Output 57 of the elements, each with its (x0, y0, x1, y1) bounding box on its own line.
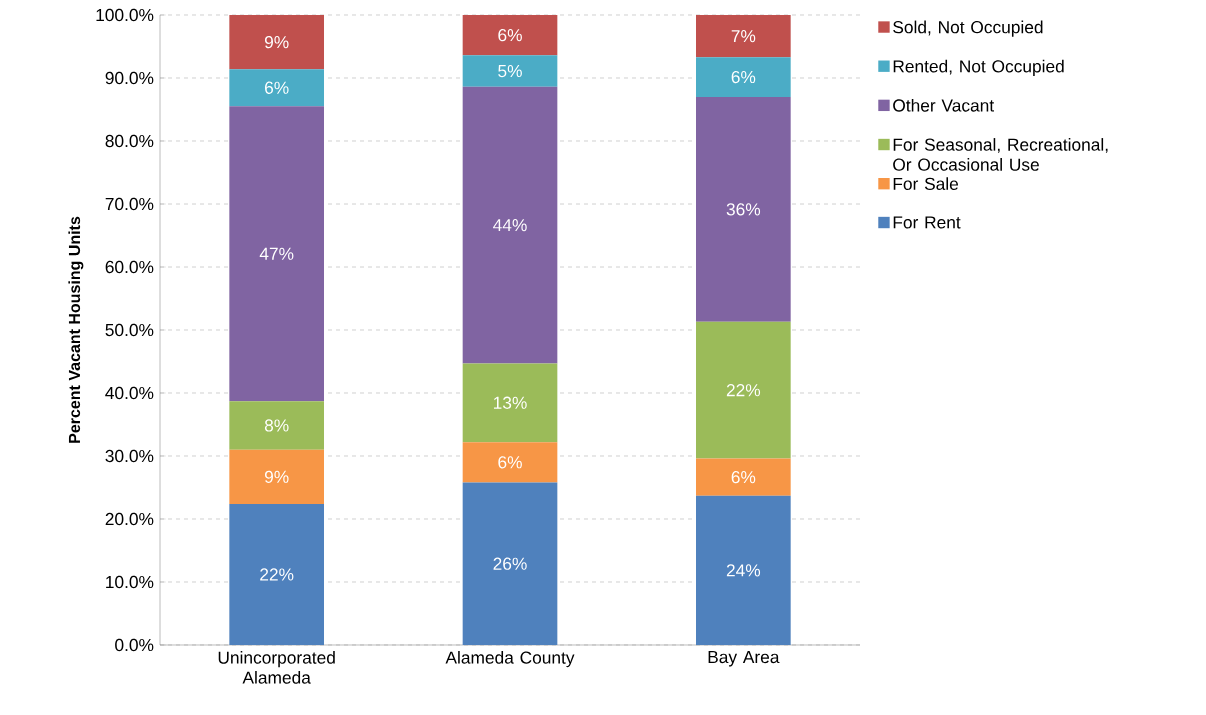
data-label: 44% (493, 219, 527, 232)
y-tick-label: 80.0% (105, 134, 154, 148)
y-tick-label: 40.0% (105, 386, 154, 400)
bar (462, 363, 558, 443)
bar (229, 15, 324, 70)
bar (696, 321, 791, 459)
y-tick-label: 20.0% (105, 512, 154, 526)
y-tick-label: 50.0% (105, 323, 154, 337)
data-label: 5% (498, 64, 522, 78)
data-label: 9% (264, 35, 289, 49)
y-tick-label: 0.0% (115, 638, 154, 652)
data-label: 6% (498, 456, 522, 469)
data-label: 36% (726, 203, 761, 216)
bar (696, 15, 791, 58)
data-label: 22% (260, 568, 294, 581)
x-tick-label: Unincorporated Alameda (218, 651, 335, 684)
legend-label: For Seasonal, Recreational, Or Occasional Use (893, 138, 1108, 171)
y-tick-label: 60.0% (105, 260, 154, 274)
bar (229, 106, 324, 402)
data-label: 6% (731, 470, 756, 484)
y-tick-label: 70.0% (105, 197, 154, 211)
legend-label: Rented, Not Occupied (893, 59, 1064, 76)
y-axis-title: Percent Vacant Housing Units (68, 216, 84, 443)
bar (696, 96, 791, 322)
bar (462, 86, 558, 364)
bar (229, 503, 324, 645)
bar (462, 15, 558, 56)
legend-label: For Rent (893, 216, 961, 229)
bar (229, 449, 324, 504)
bar (696, 495, 791, 645)
bar (696, 57, 791, 97)
data-label: 6% (498, 29, 522, 42)
bar (462, 482, 558, 645)
data-label: 7% (731, 30, 756, 43)
data-label: 6% (265, 81, 289, 94)
x-tick-label: Bay Area (708, 651, 780, 667)
data-label: 6% (731, 70, 756, 84)
legend-label: For Sale (893, 177, 959, 190)
y-tick-label: 10.0% (106, 575, 154, 589)
data-label: 8% (264, 419, 289, 432)
bar (462, 55, 558, 87)
data-label: 26% (493, 557, 527, 570)
x-tick-label: Alameda County (445, 651, 575, 668)
data-label: 9% (264, 470, 289, 483)
bar (696, 458, 791, 496)
data-label: 13% (493, 396, 527, 409)
bar (462, 442, 558, 483)
y-tick-label: 30.0% (105, 449, 154, 463)
bar (229, 401, 324, 450)
legend-label: Sold, Not Occupied (893, 20, 1043, 37)
data-label: 24% (726, 564, 761, 577)
bar (229, 69, 324, 107)
data-label: 22% (726, 384, 761, 397)
legend-label: Other Vacant (893, 98, 995, 112)
y-tick-label: 90.0% (105, 71, 154, 85)
data-label: 47% (259, 247, 294, 260)
y-tick-label: 100.0% (96, 8, 154, 22)
